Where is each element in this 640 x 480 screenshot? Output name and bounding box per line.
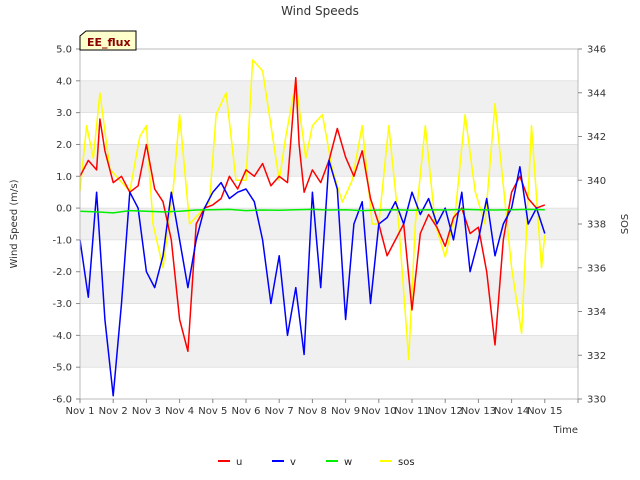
y-tick-label: -3.0 [52,299,72,310]
legend-label-sos: sos [398,457,415,468]
x-tick-label: Nov 15 [527,406,562,417]
y-tick-label: 3.0 [56,108,72,119]
x-tick-label: Nov 13 [461,406,496,417]
x-tick-label: Nov 8 [298,406,327,417]
site-label: EE_flux [87,36,131,49]
y-tick-label: 1.0 [56,172,72,183]
y2-axis-ticks: 330 332 334 336 338 340 342 344 346 [578,45,606,406]
x-tick-label: Nov 7 [265,406,294,417]
x-tick-label: Nov 3 [132,406,161,417]
series-line-sos [79,59,546,361]
y-tick-label: 4.0 [56,76,72,87]
y2-tick-label: 336 [587,263,606,274]
x-tick-label: Nov 9 [331,406,360,417]
y-tick-label: -5.0 [52,363,72,374]
legend: u v w sos [218,457,415,468]
y-tick-label: -2.0 [52,267,72,278]
x-tick-label: Nov 12 [427,406,462,417]
x-tick-label: Nov 10 [361,406,396,417]
y-axis-ticks: -6.0 -5.0 -4.0 -3.0 -2.0 -1.0 0.0 1.0 2.0 3.0 4.0 5… [52,45,80,406]
y-tick-label: 5.0 [56,45,72,56]
x-tick-label: Nov 14 [494,406,529,417]
y2-tick-label: 338 [587,220,606,231]
y2-tick-label: 332 [587,351,606,362]
y2-tick-label: 344 [587,88,606,99]
x-tick-label: Nov 5 [198,406,227,417]
site-badge-box [79,30,137,51]
background-band [80,335,578,368]
series-line-w [79,208,545,214]
x-tick-label: Nov 1 [65,406,94,417]
y-tick-label: -6.0 [52,395,72,406]
x-axis-title: Time [553,425,578,436]
background-band [80,271,578,304]
y2-tick-label: 334 [587,307,606,318]
x-tick-label: Nov 4 [165,406,194,417]
chart-title: Wind Speeds [281,4,359,18]
series-layer [79,59,546,397]
y2-tick-label: 330 [587,395,606,406]
legend-label-u: u [236,457,242,468]
legend-label-w: w [344,457,352,468]
y2-tick-label: 346 [587,45,606,56]
x-axis-ticks: Nov 1 Nov 2 Nov 3 Nov 4 Nov 5 Nov 6 Nov 7 Nov 8… [65,399,579,417]
y-tick-label: 0.0 [56,204,72,215]
legend-label-v: v [290,457,296,468]
y-tick-label: -4.0 [52,331,72,342]
series-line-v [79,159,546,397]
background-band [80,208,578,240]
y-tick-label: 2.0 [56,140,72,151]
y2-tick-label: 342 [587,132,606,143]
y2-axis-title: SOS [620,214,631,235]
background-band [80,80,578,113]
y-axis-title: Wind Speed (m/s) [9,179,20,268]
x-tick-label: Nov 2 [99,406,128,417]
site-badge: EE_flux [79,30,137,51]
y-tick-label: -1.0 [52,235,72,246]
y2-tick-label: 340 [587,176,606,187]
x-tick-label: Nov 6 [231,406,260,417]
x-tick-label: Nov 11 [394,406,429,417]
